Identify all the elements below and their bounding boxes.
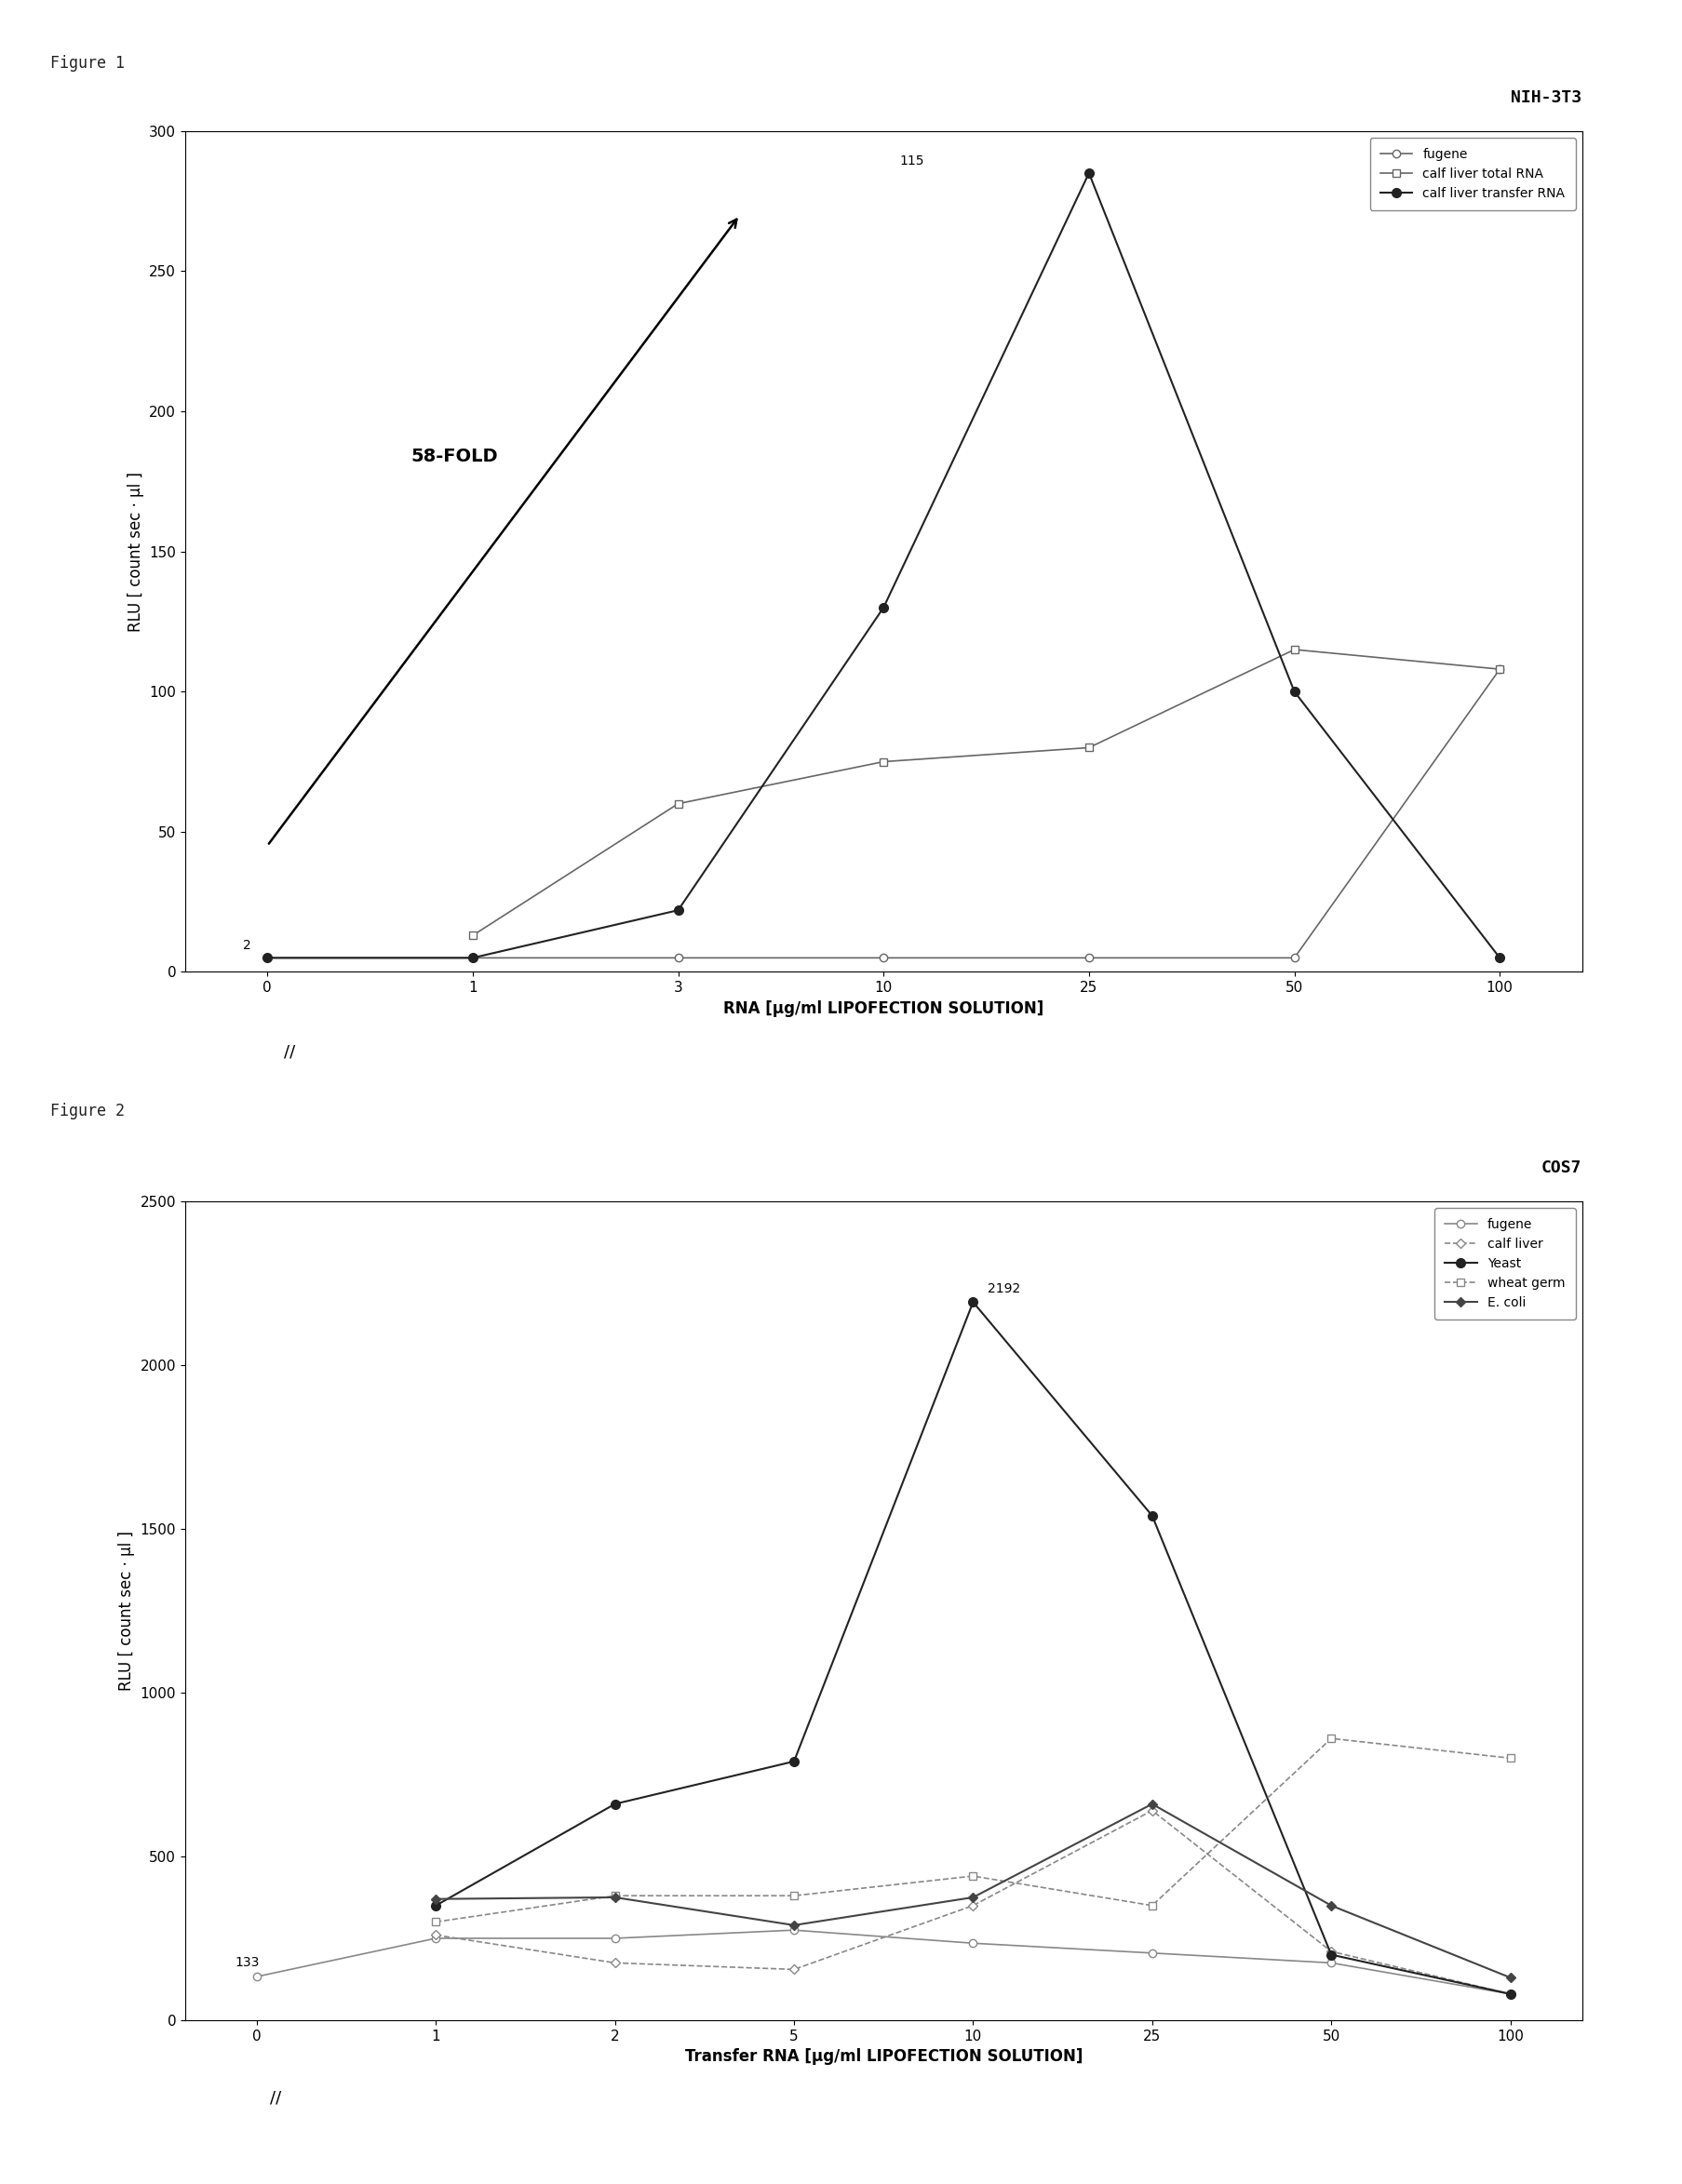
Legend: fugene, calf liver, Yeast, wheat germ, E. coli: fugene, calf liver, Yeast, wheat germ, E… [1433,1208,1574,1319]
Text: //: // [284,1044,296,1059]
Y-axis label: RLU [ count sec · μl ]: RLU [ count sec · μl ] [118,1531,135,1690]
Y-axis label: RLU [ count sec · μl ]: RLU [ count sec · μl ] [128,472,145,631]
Text: 2192: 2192 [987,1282,1019,1295]
Text: 2: 2 [242,939,251,952]
Text: 133: 133 [235,1957,259,1970]
Text: NIH-3T3: NIH-3T3 [1510,90,1581,105]
Text: Figure 2: Figure 2 [50,1103,124,1120]
Text: //: // [271,2090,281,2108]
Text: 58-FOLD: 58-FOLD [410,448,498,465]
Text: COS7: COS7 [1541,1160,1581,1177]
Text: Figure 1: Figure 1 [50,55,124,72]
X-axis label: RNA [μg/ml LIPOFECTION SOLUTION]: RNA [μg/ml LIPOFECTION SOLUTION] [723,1000,1043,1018]
Legend: fugene, calf liver total RNA, calf liver transfer RNA: fugene, calf liver total RNA, calf liver… [1369,138,1574,210]
X-axis label: Transfer RNA [μg/ml LIPOFECTION SOLUTION]: Transfer RNA [μg/ml LIPOFECTION SOLUTION… [685,2049,1082,2066]
Text: 115: 115 [900,155,923,168]
